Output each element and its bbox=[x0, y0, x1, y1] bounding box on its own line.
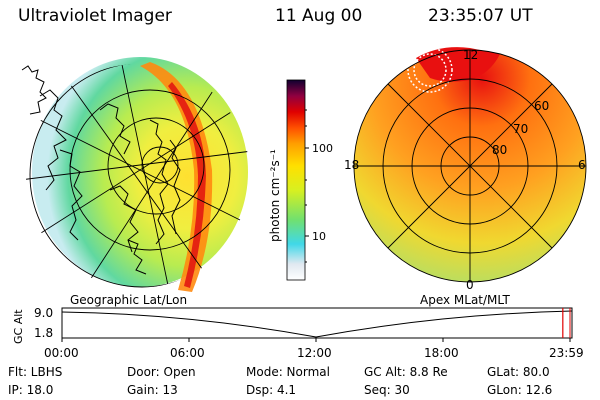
gain-readout: Gain: 13 bbox=[127, 383, 178, 397]
altitude-plot: GC Alt bbox=[12, 307, 573, 344]
coastlines bbox=[21, 65, 181, 275]
glat-readout: GLat: 80.0 bbox=[487, 365, 550, 379]
mlt-6-label: 6 bbox=[578, 158, 586, 172]
right-grid bbox=[353, 49, 587, 283]
colorbar-tick-100: 100 bbox=[312, 142, 333, 155]
altitude-ytick-low: 1.8 bbox=[34, 326, 54, 340]
glon-readout: GLon: 12.6 bbox=[487, 383, 553, 397]
door-readout: Door: Open bbox=[127, 365, 196, 379]
filter-readout: Flt: LBHS bbox=[8, 365, 63, 379]
mlt-0-label: 0 bbox=[466, 278, 474, 292]
time-tick-0600: 06:00 bbox=[170, 346, 205, 360]
dayside-hotspot bbox=[416, 47, 500, 82]
left-emission-field bbox=[32, 57, 248, 287]
altitude-ytick-high: 9.0 bbox=[34, 306, 54, 320]
time-label: 23:35:07 UT bbox=[428, 6, 533, 26]
altitude-ylabel: GC Alt bbox=[12, 309, 25, 344]
dsp-readout: Dsp: 4.1 bbox=[246, 383, 297, 397]
colorbar-tick-10: 10 bbox=[312, 230, 326, 243]
date-label: 11 Aug 00 bbox=[275, 6, 363, 26]
mlt-12-label: 12 bbox=[463, 48, 478, 62]
mode-readout: Mode: Normal bbox=[246, 365, 330, 379]
colorbar-unit-label: photon cm⁻²s⁻¹ bbox=[268, 149, 282, 242]
time-tick-2359: 23:59 bbox=[549, 346, 584, 360]
left-grid bbox=[26, 64, 250, 288]
time-tick-1800: 18:00 bbox=[424, 346, 459, 360]
ip-readout: IP: 18.0 bbox=[8, 383, 54, 397]
left-panel-label: Geographic Lat/Lon bbox=[70, 293, 188, 307]
colorbar: 100 10 photon cm⁻²s⁻¹ bbox=[268, 79, 333, 281]
lat-70-label: 70 bbox=[513, 122, 528, 136]
right-panel-label: Apex MLat/MLT bbox=[420, 293, 510, 307]
instrument-title: Ultraviolet Imager bbox=[18, 6, 172, 26]
apex-image: 12 18 6 0 60 70 80 bbox=[344, 47, 587, 292]
geographic-image bbox=[21, 57, 250, 292]
mlt-18-label: 18 bbox=[344, 158, 359, 172]
altitude-curve bbox=[61, 310, 573, 338]
gc-alt-readout: GC Alt: 8.8 Re bbox=[364, 365, 448, 379]
dayside-arc bbox=[413, 53, 447, 87]
time-tick-1200: 12:00 bbox=[297, 346, 332, 360]
lat-60-label: 60 bbox=[534, 99, 549, 113]
left-auroral-core bbox=[168, 82, 206, 288]
time-tick-0000: 00:00 bbox=[44, 346, 79, 360]
altitude-plot-frame bbox=[61, 307, 573, 339]
colorbar-scale bbox=[286, 79, 306, 281]
lat-80-label: 80 bbox=[492, 143, 507, 157]
seq-readout: Seq: 30 bbox=[364, 383, 410, 397]
